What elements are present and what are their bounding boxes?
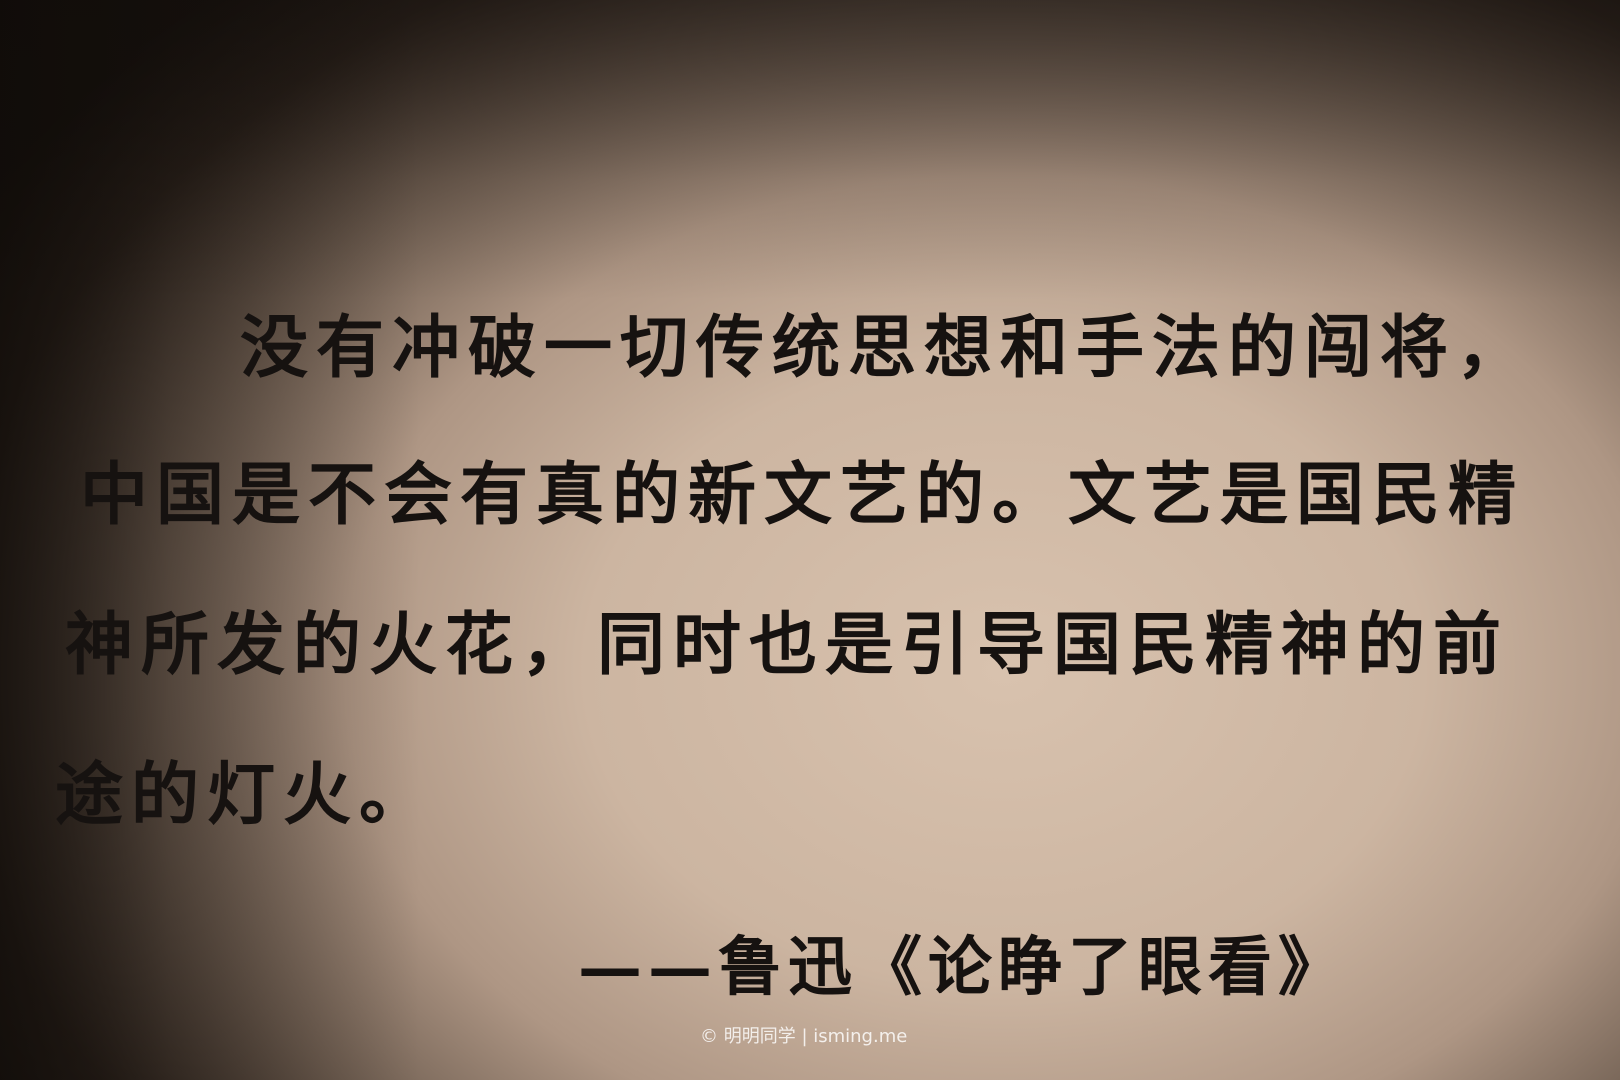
quote-line-4: 途的灯火。 <box>55 755 436 835</box>
quote-line-3: 神所发的火花，同时也是引导国民精神的前 <box>65 605 1510 685</box>
quote-line-2: 中国是不会有真的新文艺的。文艺是国民精 <box>80 455 1525 535</box>
quote-attribution: ——鲁迅《论睁了眼看》 <box>578 930 1348 1005</box>
photo-watermark: © 明明同学 | isming.me <box>700 1026 908 1047</box>
quote-line-1: 没有冲破一切传统思想和手法的闯将， <box>240 308 1533 388</box>
top-shadow <box>0 0 1620 300</box>
left-shadow <box>0 0 420 1080</box>
